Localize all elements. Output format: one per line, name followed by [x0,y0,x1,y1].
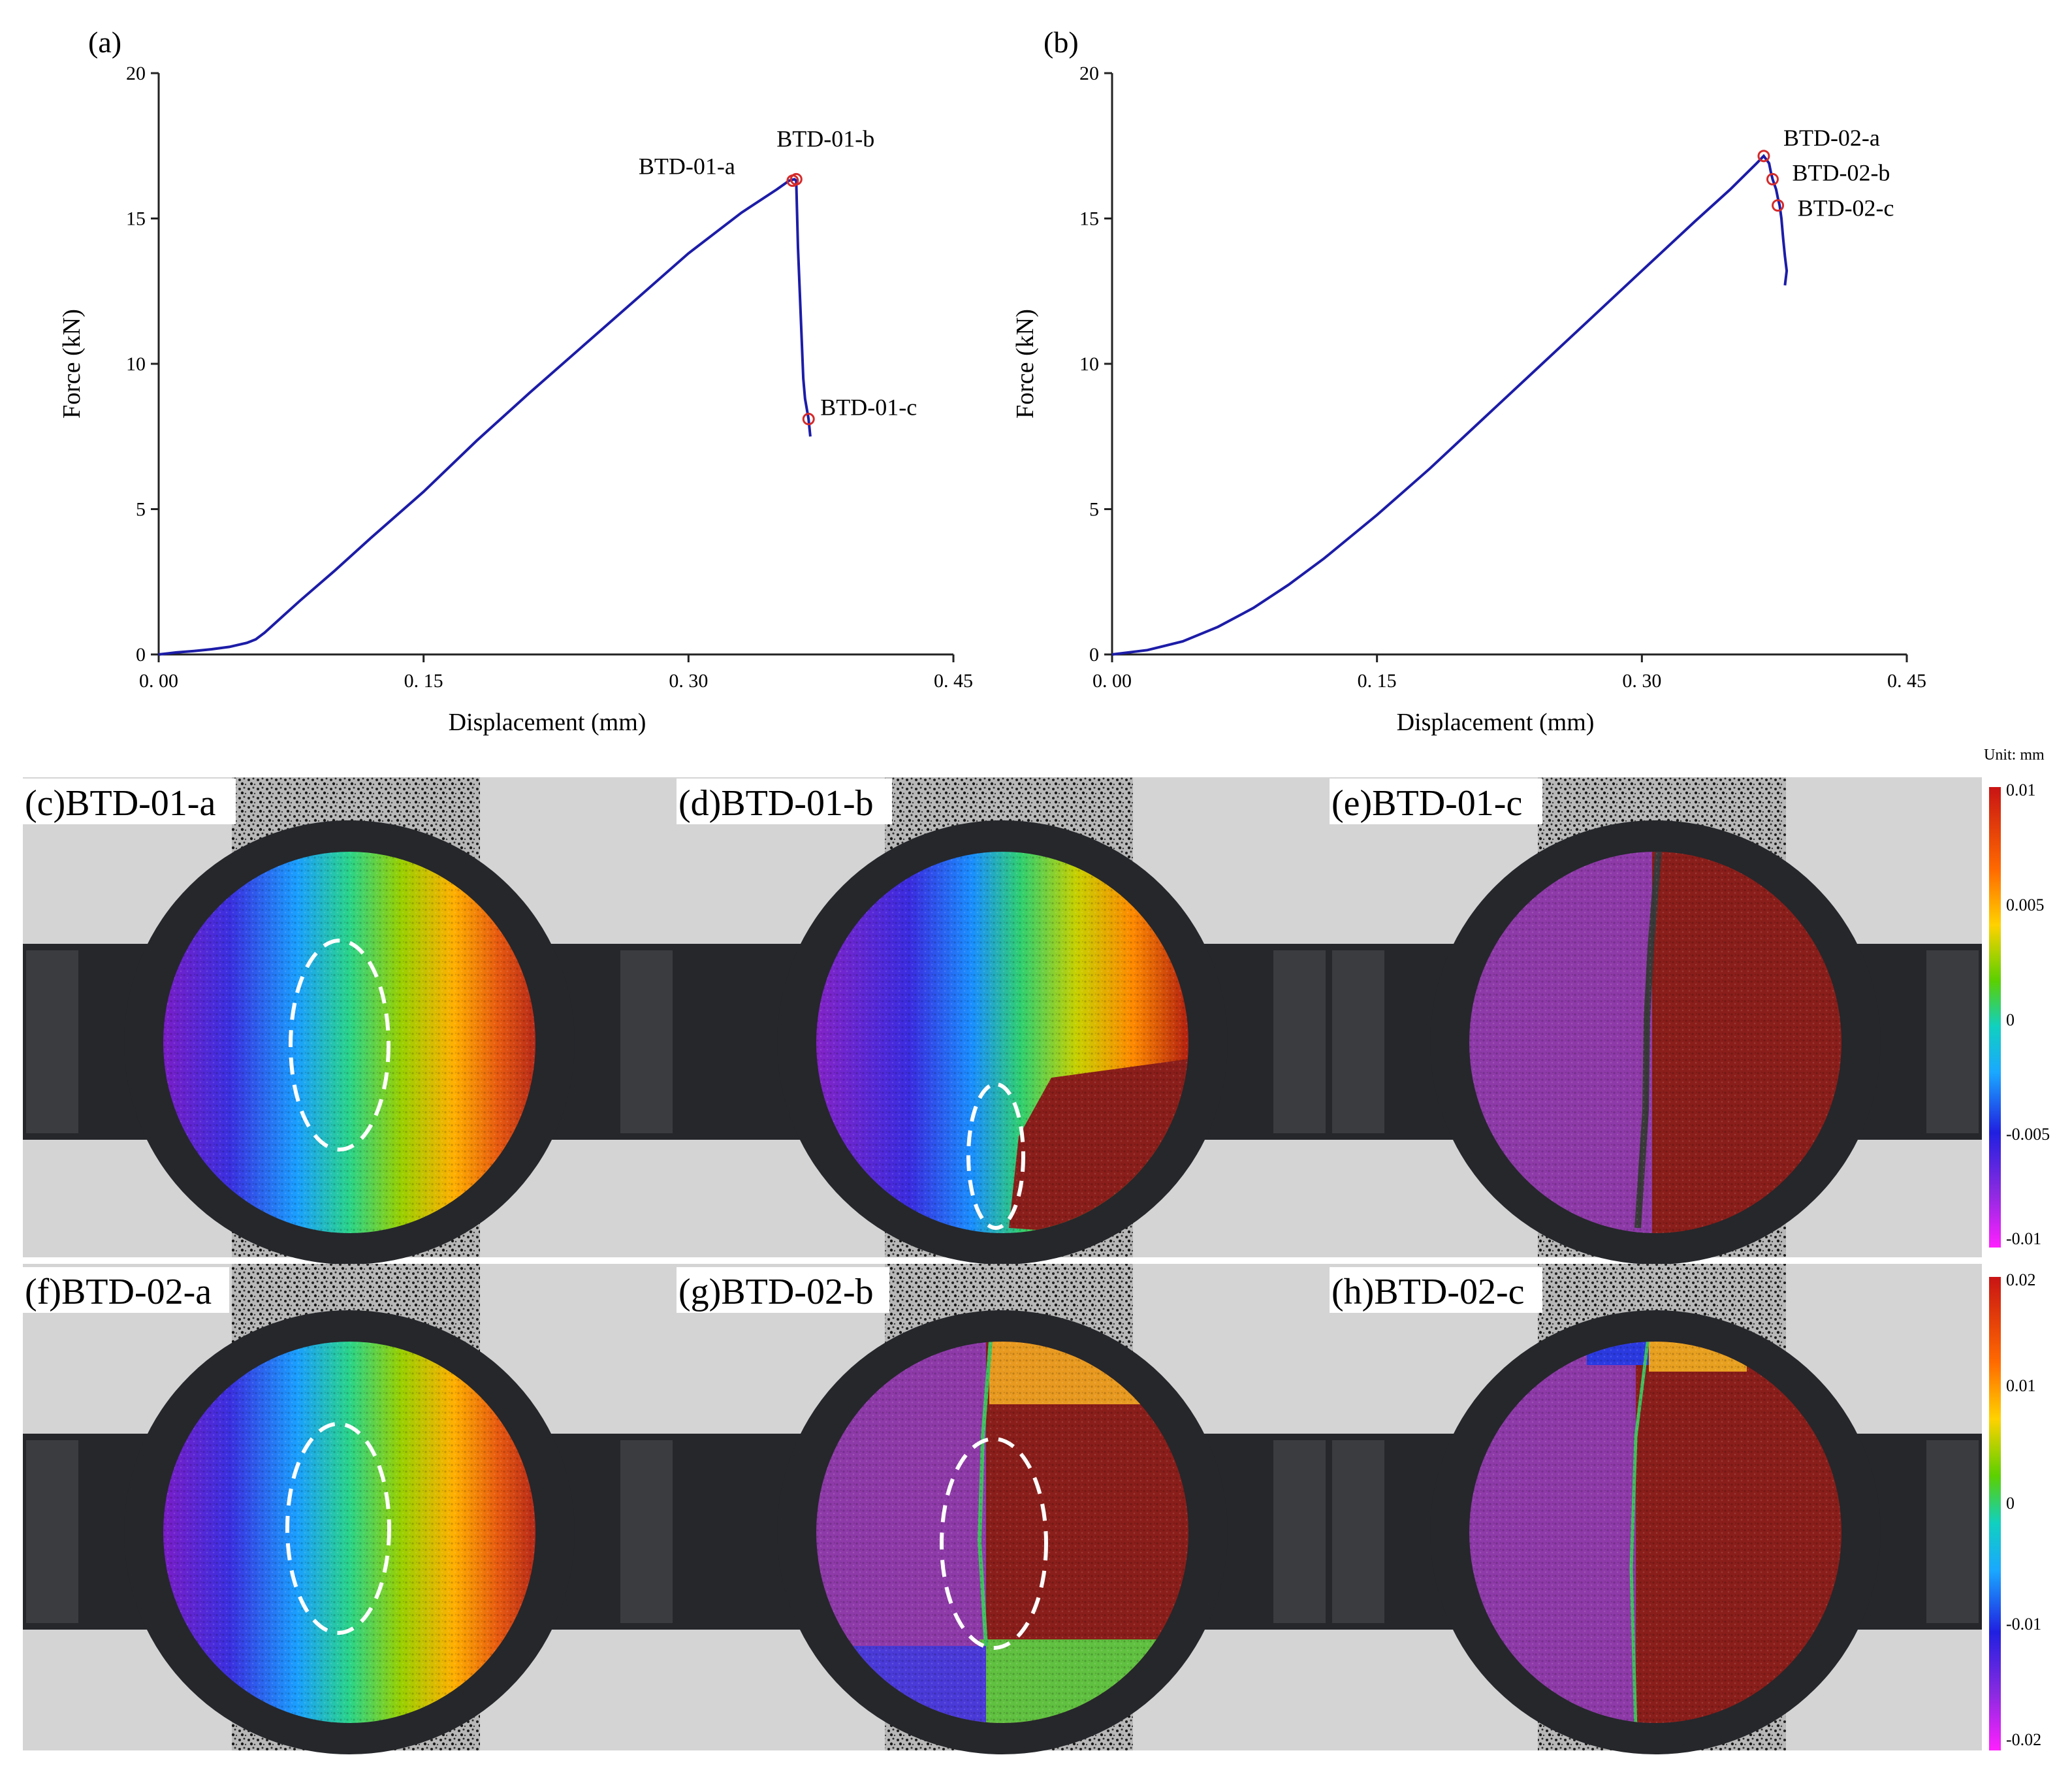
colorbar-tick: 0.01 [2006,781,2036,799]
x-tick-label: 0. 15 [404,670,443,692]
y-tick-label: 20 [1079,63,1099,84]
annotation-marker [1766,172,1779,185]
colorbar-tick: -0.01 [2006,1229,2041,1248]
fixture-bolt [620,1440,673,1623]
y-axis-label: Force (kN) [58,309,86,419]
dic-panel-g: (g)BTD-02-b [676,1264,1329,1754]
x-tick-label: 0. 00 [1092,670,1132,692]
label-bg [23,779,236,824]
label-bg [1330,1267,1542,1313]
colorbar-unit: Unit: mm [1984,747,2045,764]
dashed-ellipse-marker [966,1082,1025,1230]
colorbar-2: 0.02 0.01 0 -0.01 -0.02 [1989,1270,2041,1750]
x-tick-label: 0. 45 [934,670,973,692]
x-axis-label: Displacement (mm) [449,709,646,736]
field-texture [816,1342,1188,1723]
dashed-ellipse-marker [289,939,390,1152]
panel-label-b: (b) [1044,25,1079,59]
chart-a: (a) 0. 00 0. 15 0. 30 0. 45 0 5 10 15 20 Displac… [58,25,973,736]
fixture-bolt [1926,1440,1979,1623]
field-texture [1469,852,1841,1233]
x-axis-label: Displacement (mm) [1397,709,1595,736]
fixture-bolt [1273,1440,1326,1623]
panel-label-h: (h)BTD-02-c [1331,1272,1524,1312]
fixture-bolt [1332,1440,1384,1623]
x-tick-label: 0. 00 [139,670,178,692]
y-tick-label: 15 [1079,208,1099,230]
y-tick-label: 0 [1089,644,1099,666]
colorbar-gradient [1989,1277,2001,1750]
colorbar-gradient [1989,787,2001,1248]
x-tick-label: 0. 30 [669,670,708,692]
dic-panel-h: (h)BTD-02-c [1329,1264,1982,1754]
colorbar-tick: -0.01 [2006,1615,2041,1634]
field-texture [1469,1342,1841,1723]
label-bg [677,1267,889,1313]
y-tick-label: 5 [1089,499,1099,521]
fixture-bolt [1273,950,1326,1133]
colorbar-tick: 0.02 [2006,1270,2036,1289]
panel-label-d: (d)BTD-01-b [678,783,874,824]
annotation-label: BTD-01-a [639,153,735,180]
fixture-bolt [26,1440,78,1623]
dic-panel-d: (d)BTD-01-b [676,777,1329,1265]
field-texture [163,852,535,1233]
annotation-marker [1757,150,1770,163]
dic-panel-c: (c)BTD-01-a [23,777,676,1265]
fixture-bolt [26,950,78,1133]
colorbar-1: Unit: mm 0.01 0.005 0 -0.005 -0.01 [1984,747,2050,1248]
series-line-btd-02 [1111,153,1789,656]
y-tick-label: 5 [136,499,146,521]
annotation-label: BTD-01-b [776,125,874,152]
annotation-label: BTD-02-c [1798,195,1894,221]
colorbar-tick: 0 [2006,1010,2015,1029]
fixture-bolt [1332,950,1384,1133]
colorbar-tick: 0.005 [2006,895,2045,914]
field-texture [816,852,1188,1233]
annotation-label: BTD-02-a [1783,125,1880,151]
label-bg [23,1267,229,1313]
y-tick-label: 10 [1079,353,1099,375]
colorbar-tick: -0.02 [2006,1730,2041,1749]
label-bg [1330,779,1542,824]
x-tick-label: 0. 15 [1358,670,1397,692]
annotation-label: BTD-01-c [820,395,917,421]
fixture-bolt [1926,950,1979,1133]
x-tick-label: 0. 45 [1887,670,1926,692]
annotation-marker [1772,199,1785,212]
x-tick-label: 0. 30 [1622,670,1661,692]
y-tick-label: 15 [126,208,146,230]
colorbar-tick: -0.005 [2006,1125,2050,1144]
dashed-ellipse-marker [940,1437,1048,1650]
panel-label-e: (e)BTD-01-c [1331,783,1522,824]
y-tick-label: 0 [136,644,146,666]
series-line-btd-01 [158,178,812,656]
panel-label-c: (c)BTD-01-a [25,783,215,824]
fixture-bolt [620,950,673,1133]
y-tick-label: 20 [126,63,146,84]
dashed-ellipse-marker [285,1422,391,1635]
dic-panel-f: (f)BTD-02-a [23,1264,676,1754]
field-texture [163,1342,535,1723]
annotation-label: BTD-02-b [1792,159,1890,185]
panel-label-a: (a) [88,25,121,59]
annotation-marker [802,413,815,426]
y-axis-label: Force (kN) [1012,309,1039,419]
annotation-marker [789,172,803,185]
y-tick-label: 10 [126,353,146,375]
colorbar-tick: 0.01 [2006,1376,2036,1395]
label-bg [677,779,892,824]
panel-label-f: (f)BTD-02-a [25,1272,212,1312]
panel-label-g: (g)BTD-02-b [678,1272,874,1312]
colorbar-tick: 0 [2006,1494,2015,1513]
chart-b: (b) 0. 00 0. 15 0. 30 0. 45 0 5 10 15 20 Displac… [1012,25,1926,736]
dic-panel-e: (e)BTD-01-c [1329,777,1982,1265]
